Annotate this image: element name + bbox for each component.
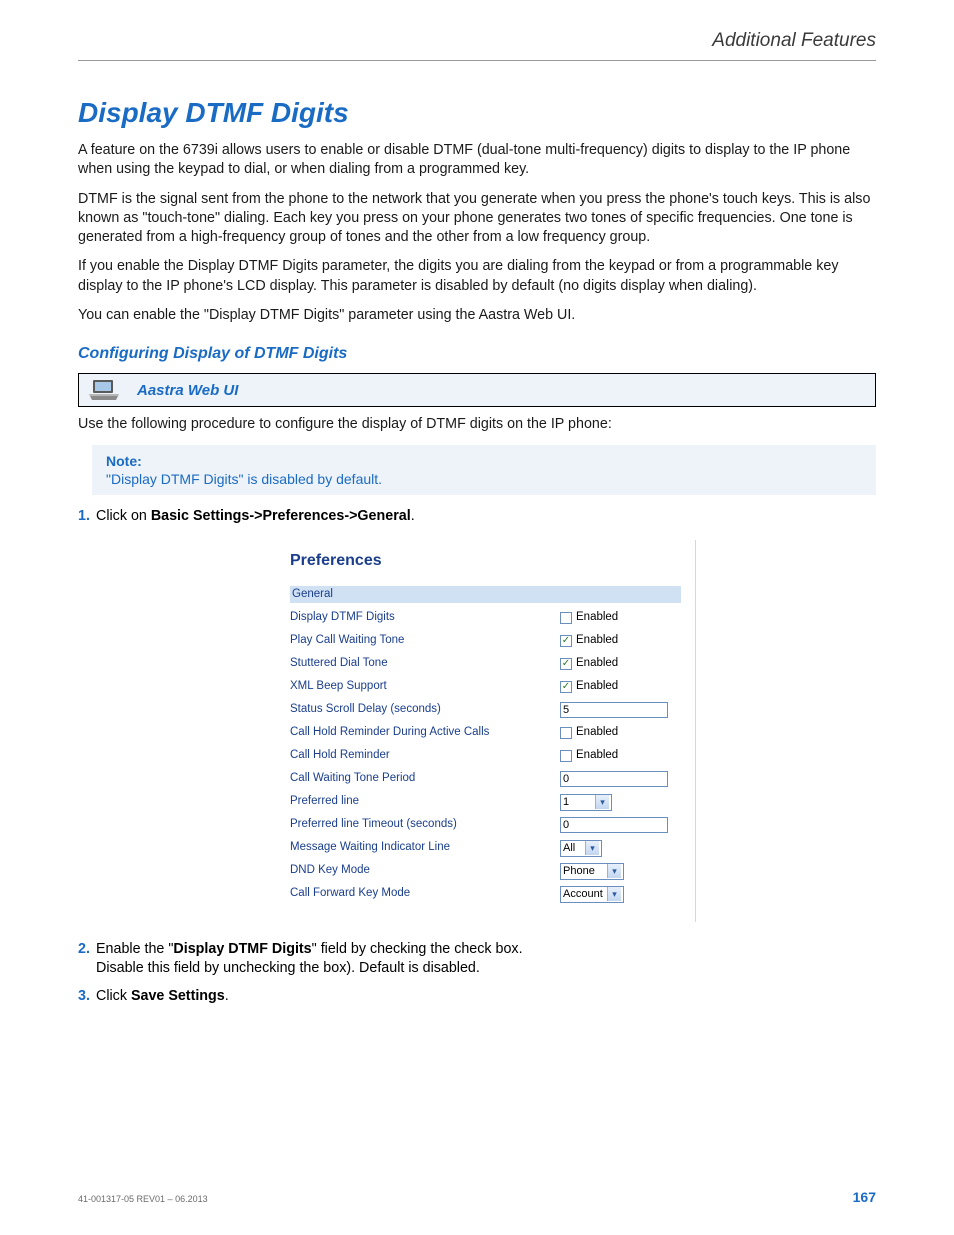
checkbox[interactable]: ✓ [560,681,572,693]
pref-label: XML Beep Support [290,679,560,695]
paragraph: DTMF is the signal sent from the phone t… [78,190,876,248]
laptop-icon [87,378,121,402]
chevron-down-icon: ▾ [595,795,609,809]
footer: 41-001317-05 REV01 – 06.2013 167 [78,1189,876,1205]
step-bold: Display DTMF Digits [173,941,311,957]
pref-label: Call Hold Reminder During Active Calls [290,725,560,741]
note-body: "Display DTMF Digits" is disabled by def… [106,471,862,487]
pref-label: Preferred line Timeout (seconds) [290,817,560,833]
checkbox[interactable]: ✓ [560,635,572,647]
webui-label: Aastra Web UI [137,382,238,399]
chevron-down-icon: ▾ [607,887,621,901]
text-input[interactable] [560,817,668,833]
pref-label: Status Scroll Delay (seconds) [290,702,560,718]
note-title: Note: [106,453,862,469]
intro-text: Use the following procedure to configure… [78,415,876,434]
step-text: Click on [96,508,151,524]
select-value: 1 [563,795,569,810]
pref-row: Display DTMF Digits Enabled [290,609,681,627]
paragraph: A feature on the 6739i allows users to e… [78,141,876,180]
prefs-title: Preferences [290,550,681,572]
paragraph: You can enable the "Display DTMF Digits"… [78,306,876,325]
pref-label: Message Waiting Indicator Line [290,840,560,856]
checkbox-label: Enabled [576,610,618,626]
step-text: Disable this field by unchecking the box… [96,960,480,976]
checkbox-label: Enabled [576,633,618,649]
text-input[interactable] [560,771,668,787]
pref-row: Call Forward Key ModeAccount ▾ [290,885,681,903]
pref-label: Play Call Waiting Tone [290,633,560,649]
pref-row: XML Beep Support✓ Enabled [290,678,681,696]
pref-label: Stuttered Dial Tone [290,656,560,672]
text-input[interactable] [560,702,668,718]
step-text: Click [96,988,131,1004]
pref-row: Status Scroll Delay (seconds) [290,701,681,719]
select-value: Account [563,887,603,902]
checkbox-label: Enabled [576,656,618,672]
sub-heading: Configuring Display of DTMF Digits [78,345,876,363]
webui-bar: Aastra Web UI [78,373,876,407]
pref-row: Stuttered Dial Tone✓ Enabled [290,655,681,673]
paragraph: If you enable the Display DTMF Digits pa… [78,257,876,296]
pref-row: Call Hold Reminder During Active Calls En… [290,724,681,742]
page-number: 167 [853,1189,876,1205]
step-1: Click on Basic Settings->Preferences->Ge… [78,507,876,922]
checkbox[interactable] [560,727,572,739]
step-bold: Save Settings [131,988,225,1004]
checkbox-label: Enabled [576,679,618,695]
step-text: " field by checking the check box. [312,941,523,957]
chevron-down-icon: ▾ [607,864,621,878]
breadcrumb: Additional Features [78,30,876,61]
checkbox[interactable]: ✓ [560,658,572,670]
doc-id: 41-001317-05 REV01 – 06.2013 [78,1194,208,1204]
checkbox[interactable] [560,750,572,762]
step-3: Click Save Settings. [78,987,876,1006]
step-text: Enable the " [96,941,173,957]
select[interactable]: Phone ▾ [560,863,624,880]
step-text: . [411,508,415,524]
pref-row: Play Call Waiting Tone✓ Enabled [290,632,681,650]
step-2: Enable the "Display DTMF Digits" field b… [78,940,876,979]
select-value: All [563,841,575,856]
pref-row: Preferred line1▾ [290,793,681,811]
pref-label: Call Hold Reminder [290,748,560,764]
prefs-section-header: General [290,586,681,604]
checkbox-label: Enabled [576,748,618,764]
step-bold: Basic Settings->Preferences->General [151,508,411,524]
pref-label: Call Forward Key Mode [290,886,560,902]
preferences-panel: Preferences General Display DTMF Digits E… [276,540,696,922]
select-value: Phone [563,864,595,879]
pref-label: DND Key Mode [290,863,560,879]
select[interactable]: 1▾ [560,794,612,811]
step-text: . [225,988,229,1004]
pref-row: DND Key ModePhone ▾ [290,862,681,880]
pref-row: Preferred line Timeout (seconds) [290,816,681,834]
pref-label: Call Waiting Tone Period [290,771,560,787]
checkbox-label: Enabled [576,725,618,741]
chevron-down-icon: ▾ [585,841,599,855]
select[interactable]: All ▾ [560,840,602,857]
pref-row: Message Waiting Indicator LineAll ▾ [290,839,681,857]
pref-label: Preferred line [290,794,560,810]
pref-row: Call Waiting Tone Period [290,770,681,788]
note-box: Note: "Display DTMF Digits" is disabled … [92,445,876,495]
page-title: Display DTMF Digits [78,97,876,129]
pref-row: Call Hold Reminder Enabled [290,747,681,765]
pref-label: Display DTMF Digits [290,610,560,626]
checkbox[interactable] [560,612,572,624]
select[interactable]: Account ▾ [560,886,624,903]
